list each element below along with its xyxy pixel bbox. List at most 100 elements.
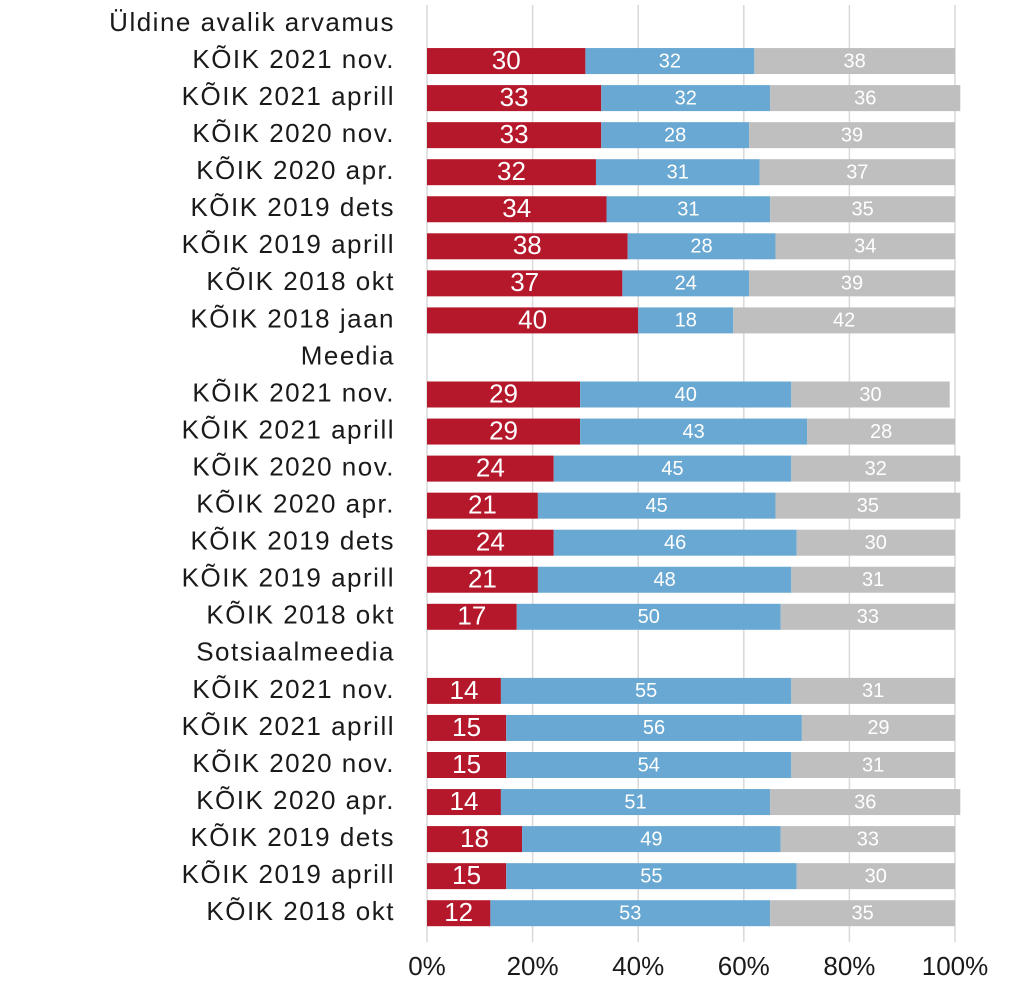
- bar-segment: [427, 233, 628, 260]
- data-label: 15: [452, 749, 481, 779]
- bar-segment: [796, 529, 955, 556]
- y-tick-label: KÕIK 2020 apr.: [196, 155, 395, 185]
- bar-segment: [522, 826, 781, 853]
- data-label: 24: [476, 527, 505, 557]
- data-label: 14: [449, 675, 478, 705]
- data-label: 36: [854, 791, 876, 813]
- data-label: 55: [640, 865, 662, 887]
- data-label: 33: [857, 606, 879, 628]
- bar-segment: [427, 566, 538, 593]
- data-label: 35: [851, 199, 873, 221]
- data-label: 43: [683, 421, 705, 443]
- bar-segment: [770, 900, 955, 927]
- y-tick-label: Üldine avalik arvamus: [109, 7, 395, 37]
- bar-segment: [553, 455, 792, 482]
- data-label: 15: [452, 860, 481, 890]
- bar-segment: [791, 752, 955, 778]
- data-label: 18: [675, 310, 697, 332]
- bar-segment: [427, 85, 602, 112]
- data-label: 31: [677, 199, 699, 221]
- bar-segment: [427, 455, 554, 482]
- bar-segment: [427, 789, 501, 816]
- data-label: 40: [675, 384, 697, 406]
- bar-segment: [595, 159, 760, 186]
- bar-segment: [780, 603, 955, 630]
- bar-segment: [427, 48, 586, 75]
- bar-segment: [427, 492, 538, 519]
- data-label: 34: [854, 236, 876, 258]
- data-label: 29: [489, 378, 518, 408]
- data-label: 38: [513, 230, 542, 260]
- data-label: 32: [865, 458, 887, 480]
- y-tick-label: KÕIK 2021 nov.: [192, 377, 395, 407]
- data-label: 24: [675, 273, 697, 295]
- bar-segment: [537, 566, 792, 593]
- bar-segment: [601, 85, 771, 112]
- y-tick-label: KÕIK 2019 dets: [190, 526, 395, 556]
- data-label: 21: [468, 564, 497, 594]
- data-label: 32: [497, 156, 526, 186]
- bar-segment: [770, 85, 961, 112]
- bar-segment: [500, 789, 771, 816]
- bar-segment: [516, 603, 781, 630]
- data-label: 29: [489, 415, 518, 445]
- data-label: 40: [518, 304, 547, 334]
- bar-segment: [427, 863, 507, 890]
- data-label: 15: [452, 712, 481, 742]
- data-label: 24: [476, 452, 505, 482]
- data-label: 32: [675, 87, 697, 109]
- data-label: 31: [667, 161, 689, 183]
- y-tick-label: KÕIK 2019 aprill: [182, 563, 395, 593]
- data-label: 29: [867, 717, 889, 739]
- bar-segment: [427, 122, 602, 149]
- data-label: 38: [844, 50, 866, 72]
- y-tick-label: KÕIK 2020 apr.: [196, 785, 395, 815]
- y-tick-label: KÕIK 2018 okt: [206, 266, 395, 296]
- y-tick-label: Sotsiaalmeedia: [196, 637, 395, 667]
- y-tick-label: KÕIK 2018 jaan: [190, 303, 395, 333]
- x-tick-label: 40%: [612, 951, 664, 980]
- bar-segment: [775, 233, 955, 260]
- data-label: 32: [659, 50, 681, 72]
- bar-segment: [427, 418, 581, 445]
- data-label: 37: [846, 161, 868, 183]
- data-label: 31: [862, 569, 884, 591]
- bar-segment: [622, 270, 750, 297]
- data-label: 36: [854, 87, 876, 109]
- bar-segment: [427, 900, 491, 927]
- bar-segment: [500, 677, 792, 704]
- bar-segment: [427, 826, 523, 853]
- data-label: 37: [510, 267, 539, 297]
- y-tick-label: KÕIK 2019 aprill: [182, 229, 395, 259]
- y-tick-label: KÕIK 2021 nov.: [192, 44, 395, 74]
- y-tick-label: KÕIK 2021 aprill: [182, 414, 395, 444]
- bar-segment: [775, 492, 961, 519]
- y-tick-label: KÕIK 2020 apr.: [196, 489, 395, 519]
- y-tick-label: KÕIK 2021 aprill: [182, 711, 395, 741]
- data-label: 53: [619, 902, 641, 924]
- data-label: 12: [444, 897, 473, 927]
- data-label: 48: [653, 569, 675, 591]
- data-label: 28: [664, 124, 686, 146]
- bar-segment: [759, 159, 955, 186]
- data-label: 45: [661, 458, 683, 480]
- bar-segment: [427, 677, 501, 704]
- bar-segment: [427, 529, 554, 556]
- data-label: 30: [859, 384, 881, 406]
- bar-segment: [506, 714, 802, 741]
- data-label: 28: [690, 236, 712, 258]
- bar-segment: [537, 492, 776, 519]
- bar-segment: [580, 418, 808, 445]
- data-label: 28: [870, 421, 892, 443]
- x-tick-label: 80%: [823, 951, 875, 980]
- bar-segment: [796, 863, 955, 890]
- data-label: 39: [841, 273, 863, 295]
- data-label: 33: [500, 82, 529, 112]
- bar-segment: [791, 455, 961, 482]
- data-label: 30: [865, 532, 887, 554]
- data-label: 21: [468, 490, 497, 520]
- x-tick-label: 20%: [507, 951, 559, 980]
- y-tick-label: KÕIK 2021 nov.: [192, 674, 395, 704]
- bar-segment: [427, 159, 596, 186]
